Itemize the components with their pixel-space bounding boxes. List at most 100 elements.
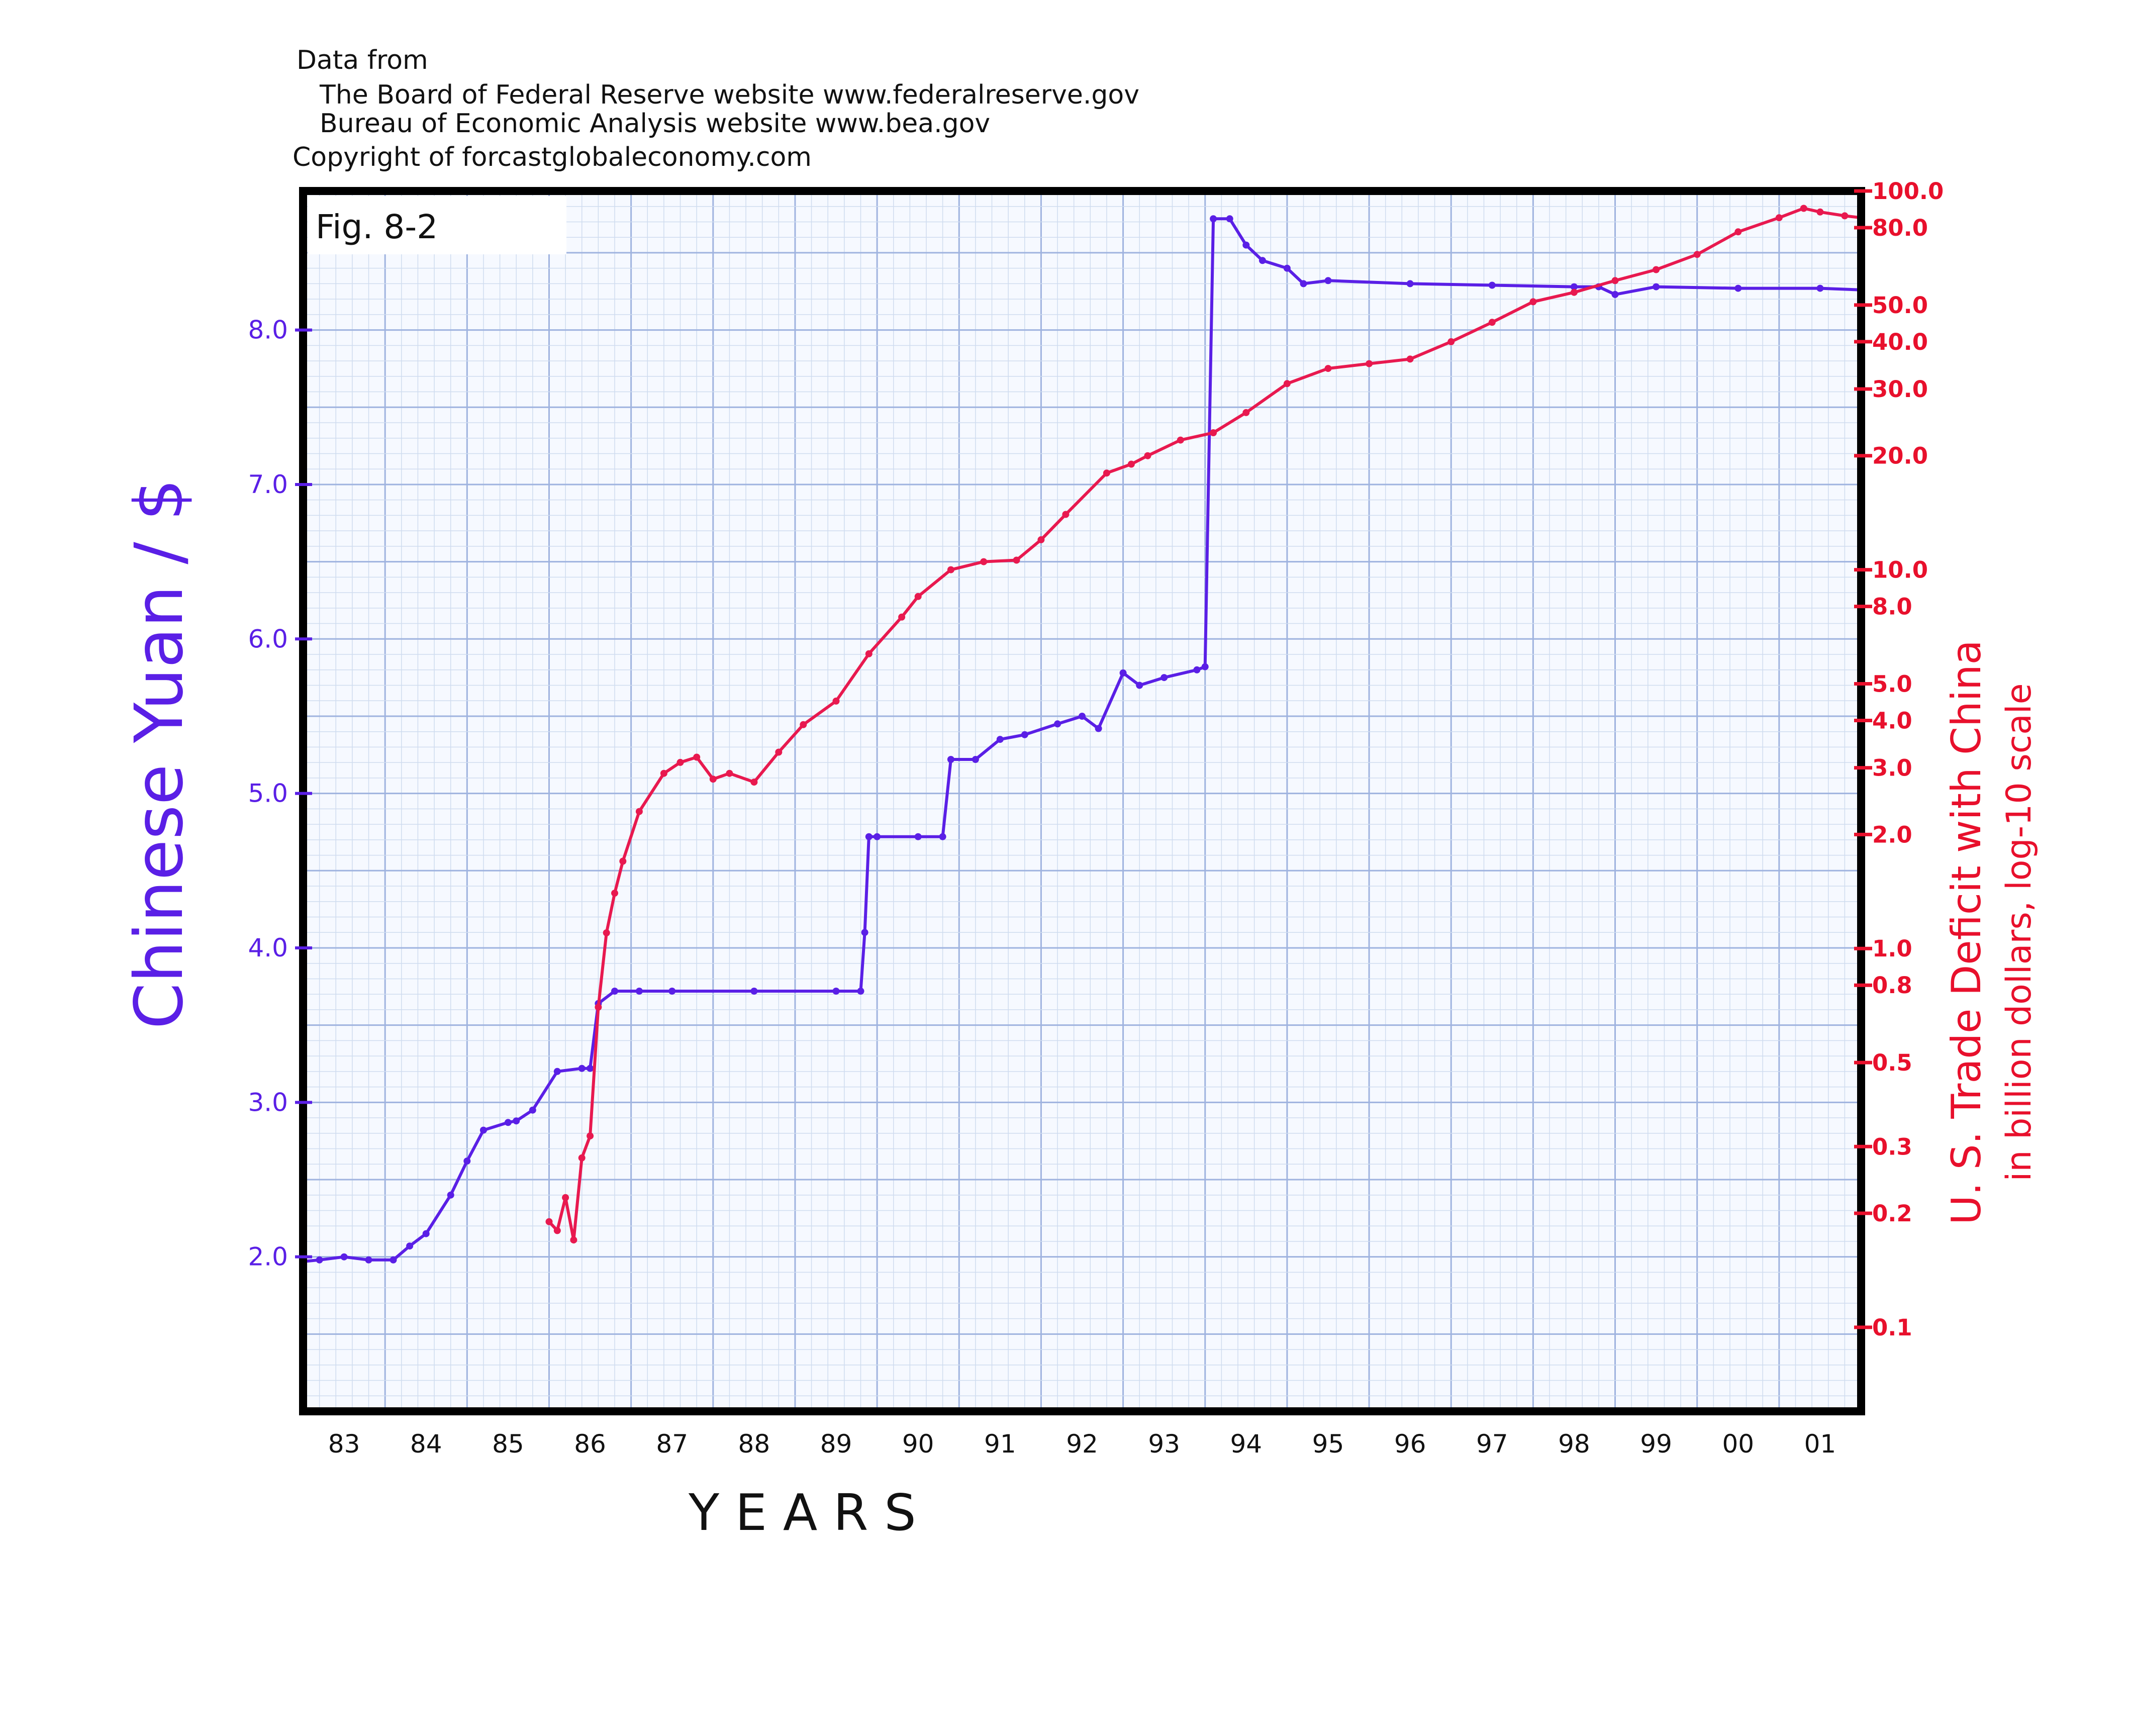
yuan-point <box>939 833 946 840</box>
x-axis-label: Y E A R S <box>688 1483 916 1542</box>
x-axis: 83 84 85 86 87 88 89 90 91 92 93 94 95 96 97 98 99 00 01 <box>328 1429 1836 1459</box>
deficit-point <box>980 558 988 565</box>
right-tick-label: 0.5 <box>1872 1049 1912 1076</box>
yuan-point <box>1324 277 1332 284</box>
deficit-point <box>587 1132 594 1140</box>
yuan-point <box>1054 720 1061 728</box>
yuan-point <box>447 1191 454 1199</box>
deficit-point <box>750 779 758 786</box>
source-line-2: The Board of Federal Reserve website www… <box>319 80 1139 110</box>
deficit-point <box>1242 409 1250 416</box>
deficit-point <box>1177 436 1184 444</box>
deficit-point <box>578 1154 586 1162</box>
grid <box>302 190 1862 1412</box>
deficit-point <box>545 1218 553 1225</box>
x-tick-label: 91 <box>984 1429 1016 1459</box>
yuan-point <box>529 1106 536 1114</box>
right-tick-label: 0.1 <box>1872 1314 1912 1341</box>
yuan-point <box>861 929 868 936</box>
deficit-point <box>1406 355 1414 363</box>
x-tick-label: 01 <box>1804 1429 1836 1459</box>
deficit-point <box>676 758 684 766</box>
chart-title: Fig. 8-2 <box>316 208 438 246</box>
x-tick-label: 95 <box>1312 1429 1344 1459</box>
yuan-point <box>1259 257 1266 264</box>
x-tick-label: 86 <box>574 1429 606 1459</box>
x-tick-label: 98 <box>1558 1429 1590 1459</box>
deficit-point <box>570 1236 577 1244</box>
right-tick-label: 50.0 <box>1872 292 1928 319</box>
yuan-point <box>635 988 643 995</box>
x-tick-label: 92 <box>1066 1429 1098 1459</box>
yuan-point <box>1816 284 1824 292</box>
x-tick-label: 90 <box>902 1429 934 1459</box>
yuan-point <box>479 1126 487 1134</box>
deficit-point <box>1127 460 1135 468</box>
x-tick-label: 93 <box>1148 1429 1180 1459</box>
yuan-point <box>1570 283 1578 291</box>
deficit-series <box>545 205 1865 1244</box>
deficit-point <box>1013 556 1020 564</box>
yuan-point <box>1488 281 1496 289</box>
deficit-point <box>1283 380 1291 388</box>
deficit-point <box>1570 288 1578 296</box>
x-tick-label: 89 <box>820 1429 852 1459</box>
yuan-point <box>463 1158 471 1165</box>
yuan-point <box>316 1256 323 1264</box>
right-tick-label: 3.0 <box>1872 755 1912 782</box>
deficit-point <box>1210 429 1217 436</box>
deficit-point <box>1653 266 1660 273</box>
yuan-point <box>1193 666 1201 673</box>
deficit-point <box>775 748 783 756</box>
right-tick-label: 80.0 <box>1872 215 1928 241</box>
yuan-point <box>553 1068 561 1075</box>
deficit-point <box>914 593 922 600</box>
yuan-point <box>1734 284 1742 292</box>
right-tick-label: 0.3 <box>1872 1133 1912 1160</box>
yuan-point <box>1119 669 1127 677</box>
yuan-point <box>668 988 676 995</box>
x-tick-label: 88 <box>738 1429 770 1459</box>
right-tick-label: 20.0 <box>1872 443 1928 469</box>
deficit-point <box>693 753 701 761</box>
deficit-point <box>947 566 954 573</box>
deficit-point <box>595 1003 602 1011</box>
yuan-point <box>947 756 954 763</box>
yuan-point <box>1079 713 1086 720</box>
deficit-point <box>619 857 627 865</box>
yuan-point <box>857 988 864 995</box>
right-tick-label: 5.0 <box>1872 670 1912 697</box>
deficit-point <box>800 721 807 728</box>
deficit-point <box>1324 365 1332 372</box>
deficit-point <box>709 776 717 783</box>
yuan-point <box>1095 725 1102 732</box>
deficit-point <box>898 613 906 621</box>
right-axis-label: U. S. Trade Deficit with China <box>1943 640 1990 1224</box>
yuan-point <box>1160 674 1168 682</box>
yuan-line <box>303 217 1862 1263</box>
right-tick-label: 8.0 <box>1872 594 1912 620</box>
yuan-point <box>390 1256 397 1264</box>
x-tick-label: 85 <box>492 1429 524 1459</box>
deficit-point <box>1103 469 1110 477</box>
yuan-point <box>513 1117 520 1125</box>
yuan-point <box>406 1242 414 1250</box>
deficit-point <box>1734 228 1742 236</box>
left-tick-label: 4.0 <box>248 933 288 962</box>
yuan-point <box>1611 291 1619 298</box>
right-tick-label: 0.2 <box>1872 1200 1912 1227</box>
x-tick-label: 87 <box>656 1429 688 1459</box>
source-line-3: Bureau of Economic Analysis website www.… <box>320 109 990 139</box>
left-axis: 2.0 3.0 4.0 5.0 6.0 7.0 8.0 <box>248 316 312 1272</box>
x-tick-label: 83 <box>328 1429 360 1459</box>
deficit-point <box>553 1227 561 1234</box>
left-tick-label: 7.0 <box>248 470 288 499</box>
yuan-point <box>587 1065 594 1072</box>
yuan-point <box>1210 215 1217 223</box>
right-tick-label: 1.0 <box>1872 935 1912 962</box>
deficit-point <box>726 769 733 777</box>
deficit-point <box>1037 536 1045 543</box>
source-line-1: Data from <box>297 45 428 75</box>
right-tick-label: 100.0 <box>1872 178 1944 205</box>
